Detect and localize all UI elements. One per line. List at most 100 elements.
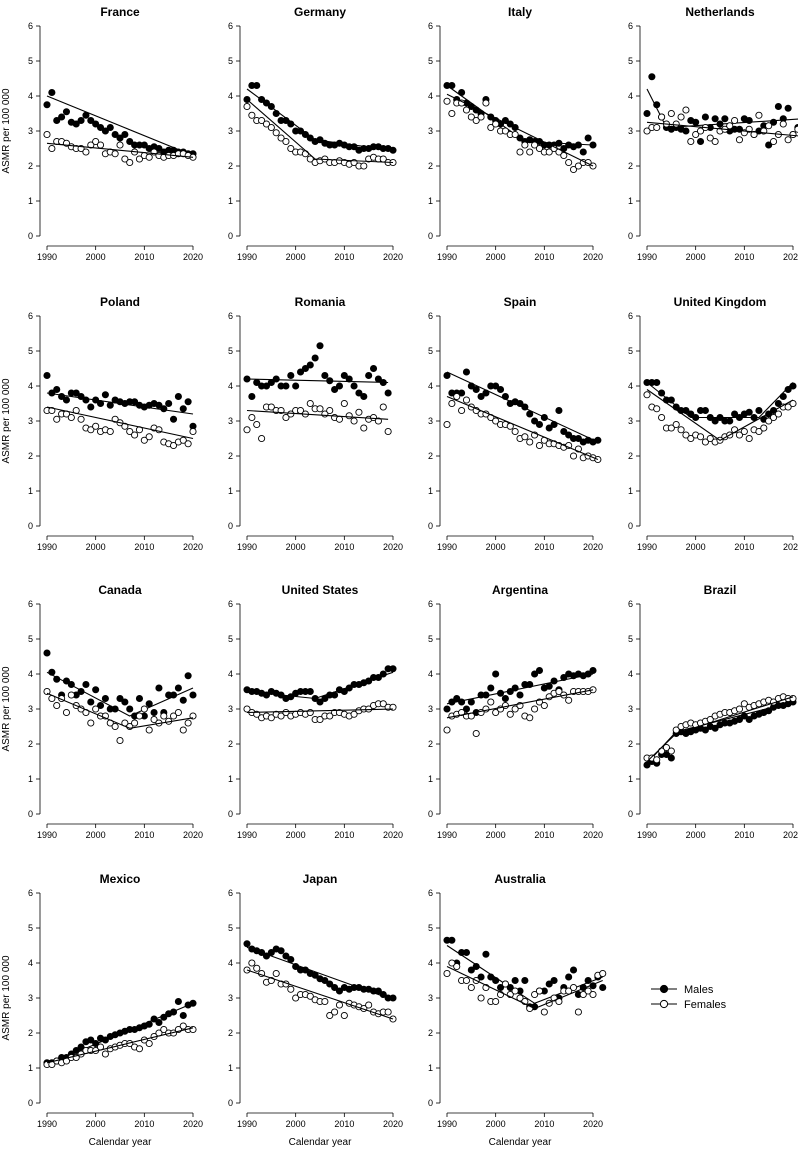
y-tick-label: 4 xyxy=(228,91,233,101)
point-females xyxy=(516,148,524,156)
trend-line-females xyxy=(446,395,599,461)
y-tick-label: 0 xyxy=(428,231,433,241)
point-females xyxy=(574,162,582,170)
point-females xyxy=(326,406,334,415)
point-females xyxy=(169,441,178,450)
point-females xyxy=(535,144,544,153)
point-males xyxy=(262,382,271,390)
point-females xyxy=(565,158,573,167)
point-males xyxy=(282,382,290,390)
point-females xyxy=(272,129,280,137)
point-males xyxy=(106,123,114,132)
point-males xyxy=(779,392,787,401)
trend-line-males xyxy=(46,671,194,717)
point-females xyxy=(662,743,671,752)
y-tick-label: 2 xyxy=(628,451,633,461)
x-tick-label: 2000 xyxy=(286,830,306,840)
point-females xyxy=(458,708,466,717)
point-females xyxy=(306,708,314,717)
trend-line-females xyxy=(246,708,394,714)
point-females xyxy=(106,427,114,436)
x-tick-label: 1990 xyxy=(637,830,657,840)
point-males xyxy=(574,141,582,149)
point-males xyxy=(701,726,709,734)
point-females xyxy=(369,413,378,422)
point-males xyxy=(482,950,490,958)
point-females xyxy=(443,97,451,105)
point-males xyxy=(555,406,563,415)
y-axis-label: ASMR per 100 000 xyxy=(1,88,12,173)
point-females xyxy=(487,123,495,132)
point-males xyxy=(462,368,471,376)
point-males xyxy=(360,392,368,401)
y-tick-label: 2 xyxy=(428,451,433,461)
y-tick-label: 4 xyxy=(28,91,33,101)
point-males xyxy=(58,113,66,121)
y-tick-label: 3 xyxy=(428,993,433,1003)
point-females xyxy=(340,399,348,408)
point-males xyxy=(155,144,163,153)
x-tick-label: 2000 xyxy=(486,542,506,552)
point-males xyxy=(43,371,51,380)
x-tick-label: 2020 xyxy=(583,830,603,840)
point-males xyxy=(369,364,378,373)
point-males xyxy=(696,137,705,146)
y-tick-label: 0 xyxy=(28,1098,33,1108)
panel-france: France 0 1 2 3 4 5 6 1990 2000 2010 2020 ASMR per 10… xyxy=(1,5,203,262)
y-tick-label: 6 xyxy=(228,21,233,31)
point-males xyxy=(531,670,539,678)
x-tick-label: 2020 xyxy=(583,252,603,262)
y-tick-label: 5 xyxy=(428,634,433,644)
y-tick-label: 3 xyxy=(628,416,633,426)
x-tick-label: 1990 xyxy=(37,542,57,552)
point-females xyxy=(145,153,153,161)
point-females xyxy=(77,415,85,423)
point-males xyxy=(87,403,95,411)
point-males xyxy=(292,382,300,390)
y-axis-label: ASMR per 100 000 xyxy=(1,666,12,751)
x-tick-label: 2020 xyxy=(783,252,798,262)
point-females xyxy=(535,987,544,995)
point-males xyxy=(287,371,295,380)
y-tick-label: 2 xyxy=(428,1028,433,1038)
y-tick-label: 0 xyxy=(228,521,233,531)
point-females xyxy=(696,433,705,441)
y-tick-label: 0 xyxy=(228,809,233,819)
point-females xyxy=(448,109,456,118)
point-females xyxy=(345,412,353,420)
point-females xyxy=(248,413,256,422)
point-females xyxy=(579,990,587,999)
point-males xyxy=(296,368,305,376)
point-males xyxy=(331,983,339,992)
point-males xyxy=(569,966,578,974)
point-females xyxy=(184,440,192,448)
point-males xyxy=(384,389,392,397)
trend-line-females xyxy=(246,99,394,164)
point-males xyxy=(189,999,197,1007)
point-females xyxy=(599,969,607,978)
point-males xyxy=(531,417,539,425)
y-tick-label: 3 xyxy=(28,704,33,714)
panel-title: United Kingdom xyxy=(674,295,767,309)
point-males xyxy=(48,88,56,97)
point-females xyxy=(740,427,748,436)
point-males xyxy=(140,141,148,149)
legend: Males Females xyxy=(651,984,727,1011)
point-females xyxy=(735,136,744,144)
x-tick-label: 1990 xyxy=(37,252,57,262)
point-females xyxy=(584,987,592,995)
x-tick-label: 1990 xyxy=(637,252,657,262)
point-females xyxy=(126,158,134,167)
x-tick-label: 2010 xyxy=(334,542,354,552)
point-males xyxy=(131,398,139,406)
point-males xyxy=(248,392,256,401)
point-females xyxy=(326,1011,334,1020)
x-tick-label: 1990 xyxy=(37,1119,57,1129)
point-males xyxy=(745,408,753,416)
point-males xyxy=(101,694,109,703)
point-males xyxy=(155,401,163,409)
point-females xyxy=(667,424,675,432)
x-axis-label: Calendar year xyxy=(89,1137,152,1148)
y-tick-label: 6 xyxy=(628,21,633,31)
